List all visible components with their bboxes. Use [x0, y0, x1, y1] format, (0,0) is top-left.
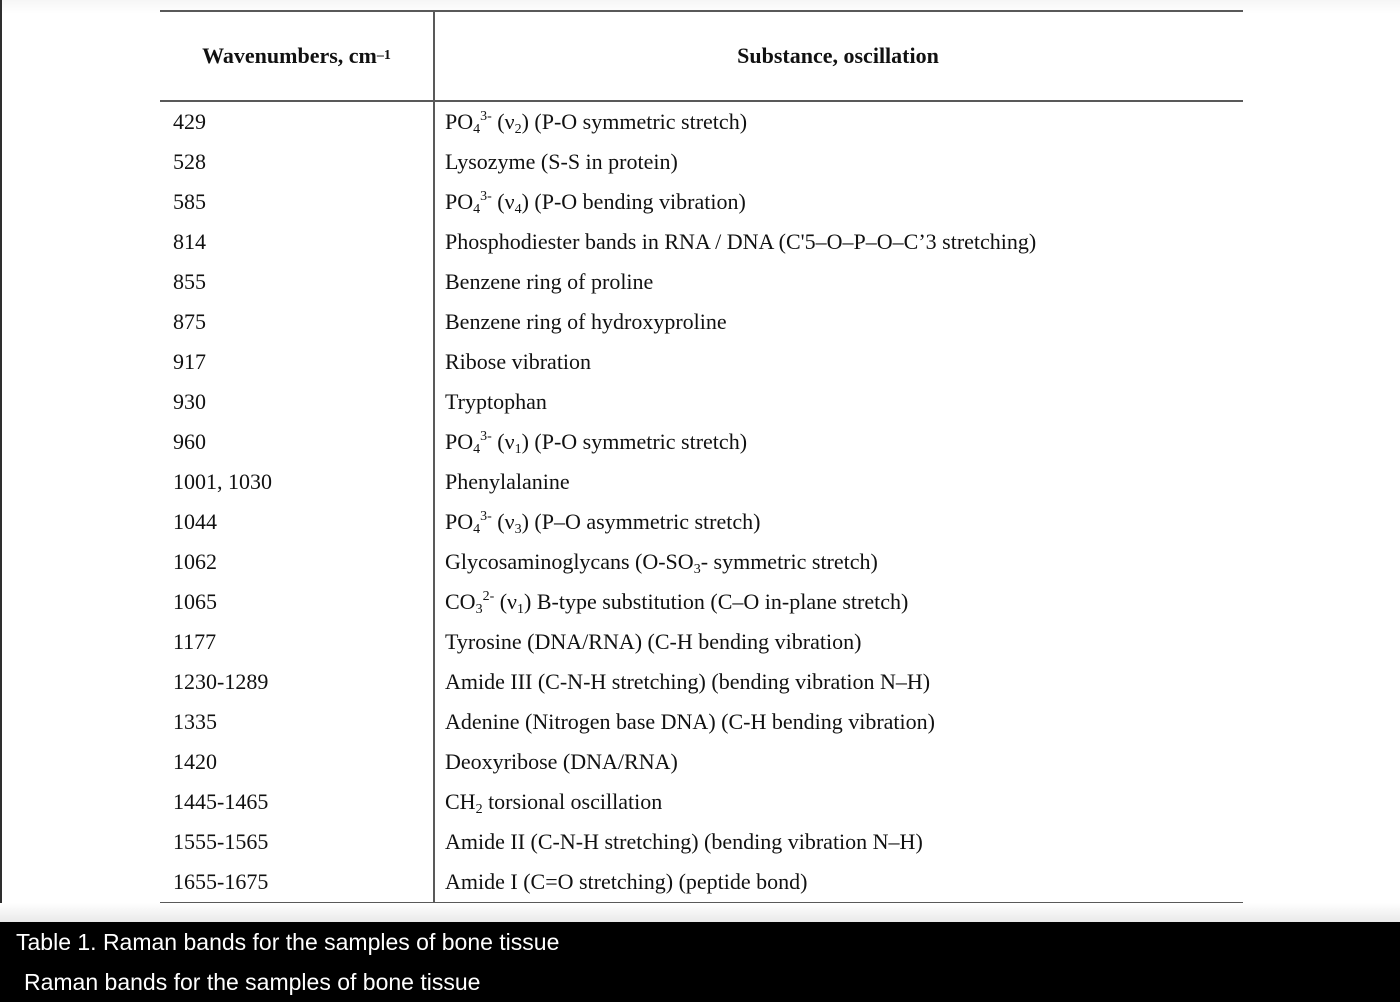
wavenumber-cell: 1655-1675	[173, 869, 269, 894]
substance-cell: Benzene ring of proline	[445, 269, 654, 294]
table-row: 875 Benzene ring of hydroxyproline	[160, 302, 1243, 342]
table-row: 814 Phosphodiester bands in RNA / DNA (C…	[160, 222, 1243, 262]
table-row: 1230-1289 Amide III (C-N-H stretching) (…	[160, 662, 1243, 702]
caption-bar: Table 1. Raman bands for the samples of …	[0, 922, 1400, 1002]
table-row: 429 PO43- (ν2) (P-O symmetric stretch)	[160, 102, 1243, 142]
table-row: 855 Benzene ring of proline	[160, 262, 1243, 302]
wavenumber-cell: 1177	[173, 629, 217, 654]
substance-cell: Benzene ring of hydroxyproline	[445, 309, 727, 334]
table-row: 1177 Tyrosine (DNA/RNA) (C-H bending vib…	[160, 622, 1243, 662]
table-row: 1044 PO43- (ν3) (P–O asymmetric stretch)	[160, 502, 1243, 542]
substance-cell: PO43- (ν4) (P-O bending vibration)	[445, 189, 746, 217]
wavenumber-cell: 1420	[173, 749, 217, 774]
table-row: 1420 Deoxyribose (DNA/RNA)	[160, 742, 1243, 782]
wavenumber-cell: 1555-1565	[173, 829, 269, 854]
table-row: 1062 Glycosaminoglycans (O-SO3- symmetri…	[160, 542, 1243, 582]
wavenumber-cell: 1065	[173, 589, 217, 614]
substance-cell: Tryptophan	[445, 389, 547, 414]
wavenumber-cell: 1335	[173, 709, 217, 734]
left-edge-line	[0, 0, 2, 922]
wavenumber-cell: 855	[173, 269, 206, 294]
substance-cell: Amide III (C-N-H stretching) (bending vi…	[445, 669, 931, 694]
substance-cell: Adenine (Nitrogen base DNA) (C-H bending…	[445, 709, 935, 734]
wavenumber-cell: 528	[173, 149, 206, 174]
table-row: 1655-1675 Amide I (C=O stretching) (pept…	[160, 862, 1243, 902]
table-row: 960 PO43- (ν1) (P-O symmetric stretch)	[160, 422, 1243, 462]
table-caption-alt: Raman bands for the samples of bone tiss…	[24, 969, 481, 995]
wavenumber-cell: 429	[173, 109, 206, 134]
substance-cell: CH2 torsional oscillation	[445, 789, 663, 817]
wavenumber-cell: 585	[173, 189, 206, 214]
wavenumber-cell: 960	[173, 429, 206, 454]
bottom-fade	[0, 903, 1400, 922]
wavenumber-cell: 875	[173, 309, 206, 334]
table-row: 930 Tryptophan	[160, 382, 1243, 422]
wavenumber-cell: 1001, 1030	[173, 469, 272, 494]
header-wavenumbers: Wavenumbers, cm –1	[202, 43, 391, 68]
substance-cell: Tyrosine (DNA/RNA) (C-H bending vibratio…	[445, 629, 862, 654]
substance-cell: Lysozyme (S-S in protein)	[445, 149, 678, 174]
substance-cell: Amide II (C-N-H stretching) (bending vib…	[445, 829, 923, 854]
table-row: 1065 CO32- (ν1) B-type substitution (C–O…	[160, 582, 1243, 622]
substance-cell: Glycosaminoglycans (O-SO3- symmetric str…	[445, 549, 878, 577]
table-row: 1001, 1030 Phenylalanine	[160, 462, 1243, 502]
substance-cell: Deoxyribose (DNA/RNA)	[445, 749, 678, 774]
table-row: 1445-1465 CH2 torsional oscillation	[160, 782, 1243, 822]
raman-bands-table: Wavenumbers, cm –1 Substance, oscillation…	[160, 10, 1243, 904]
substance-cell: PO43- (ν2) (P-O symmetric stretch)	[445, 109, 748, 137]
substance-cell: Phenylalanine	[445, 469, 570, 494]
header-substance: Substance, oscillation	[737, 43, 939, 68]
substance-cell: Phosphodiester bands in RNA / DNA (C'5–O…	[445, 229, 1037, 254]
substance-cell: Amide I (C=O stretching) (peptide bond)	[445, 869, 808, 894]
wavenumber-cell: 930	[173, 389, 206, 414]
table-row: 1335 Adenine (Nitrogen base DNA) (C-H be…	[160, 702, 1243, 742]
wavenumber-cell: 1445-1465	[173, 789, 269, 814]
table-body: 429 PO43- (ν2) (P-O symmetric stretch) 5…	[160, 102, 1243, 902]
table-row: 528 Lysozyme (S-S in protein)	[160, 142, 1243, 182]
table-row: 917 Ribose vibration	[160, 342, 1243, 382]
substance-cell: PO43- (ν1) (P-O symmetric stretch)	[445, 429, 748, 457]
substance-cell: Ribose vibration	[445, 349, 592, 374]
wavenumber-cell: 814	[173, 229, 206, 254]
column-divider	[433, 12, 435, 902]
wavenumber-cell: 917	[173, 349, 206, 374]
wavenumber-cell: 1044	[173, 509, 217, 534]
substance-cell: PO43- (ν3) (P–O asymmetric stretch)	[445, 509, 761, 537]
substance-cell: CO32- (ν1) B-type substitution (C–O in-p…	[445, 589, 909, 617]
wavenumber-cell: 1062	[173, 549, 217, 574]
table-caption: Table 1. Raman bands for the samples of …	[16, 929, 560, 955]
wavenumber-cell: 1230-1289	[173, 669, 269, 694]
table-row: 585 PO43- (ν4) (P-O bending vibration)	[160, 182, 1243, 222]
table-row: 1555-1565 Amide II (C-N-H stretching) (b…	[160, 822, 1243, 862]
table-header-row: Wavenumbers, cm –1 Substance, oscillation	[160, 12, 1243, 102]
